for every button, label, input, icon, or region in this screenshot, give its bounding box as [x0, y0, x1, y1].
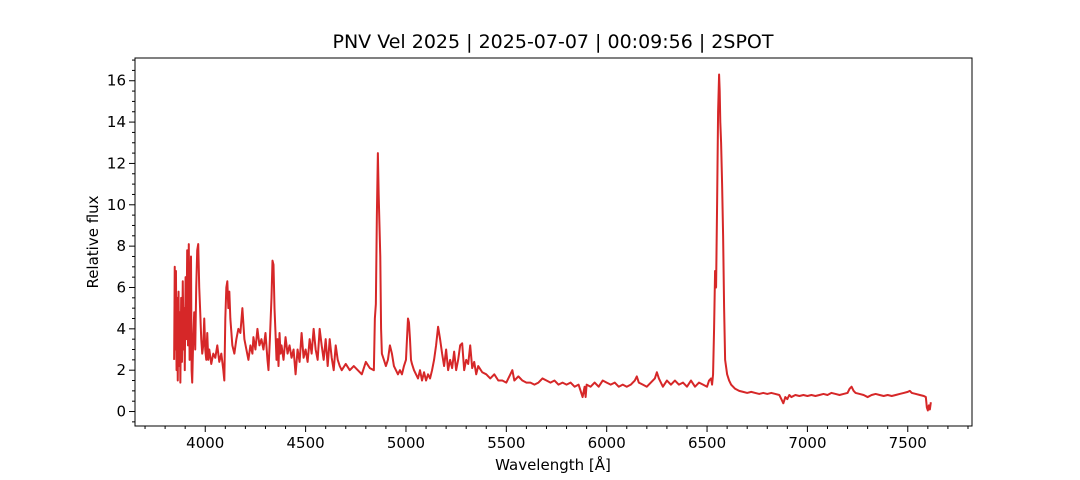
- x-tick-label: 4000: [186, 434, 224, 452]
- y-tick-label: 6: [116, 278, 126, 296]
- x-axis-label: Wavelength [Å]: [495, 455, 611, 474]
- spectrum-line: [173, 73, 932, 412]
- y-tick-label: 16: [107, 72, 126, 90]
- x-tick-label: 6500: [688, 434, 726, 452]
- y-tick-label: 10: [107, 196, 126, 214]
- y-tick-label: 12: [107, 154, 126, 172]
- x-tick-label: 7000: [788, 434, 826, 452]
- y-tick-label: 8: [116, 237, 126, 255]
- plot-frame: [134, 57, 973, 427]
- y-tick-label: 2: [116, 361, 126, 379]
- x-tick-label: 7500: [889, 434, 927, 452]
- x-tick-label: 5000: [387, 434, 425, 452]
- x-tick-label: 6000: [588, 434, 626, 452]
- y-axis-label: Relative flux: [84, 195, 102, 288]
- x-tick-label: 4500: [287, 434, 325, 452]
- y-axis: 0 2 4 6 8 10 12 14 16: [107, 59, 135, 423]
- x-tick-label: 5500: [487, 434, 525, 452]
- y-tick-label: 4: [116, 320, 126, 338]
- y-tick-label: 14: [107, 113, 126, 131]
- y-tick-label: 0: [116, 403, 126, 421]
- x-axis: 4000 4500 5000 5500 6000 6500 7000 7500: [144, 426, 969, 452]
- series-layer: [173, 73, 932, 412]
- chart-title: PNV Vel 2025 | 2025-07-07 | 00:09:56 | 2…: [333, 31, 774, 53]
